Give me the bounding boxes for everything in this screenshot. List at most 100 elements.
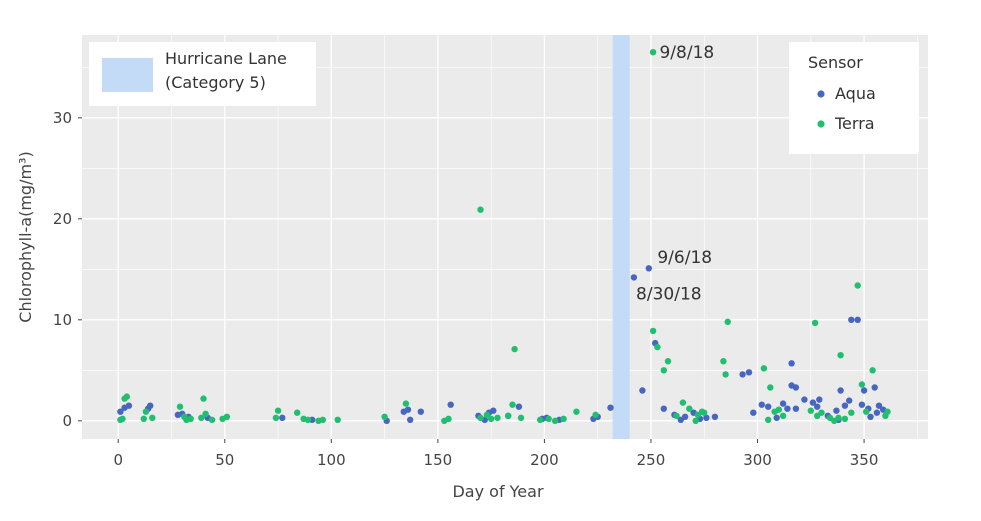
point-aqua — [125, 402, 133, 409]
hurricane-legend-swatch — [102, 58, 153, 92]
point-aqua — [858, 401, 866, 408]
y-tick-labels: 0 10 20 30 — [53, 109, 82, 430]
point-terra — [869, 367, 876, 374]
point-terra — [494, 414, 501, 421]
point-aqua — [809, 399, 817, 406]
point-aqua — [681, 413, 689, 420]
point-terra — [517, 414, 525, 421]
point-aqua — [447, 401, 454, 408]
point-terra — [445, 415, 452, 422]
point-aqua — [703, 414, 710, 421]
point-aqua — [875, 402, 883, 409]
point-terra — [149, 414, 156, 421]
date-annotation: 9/6/18 — [657, 248, 712, 268]
point-aqua — [639, 387, 646, 394]
point-terra — [176, 403, 184, 410]
point-aqua — [846, 397, 853, 404]
point-terra — [649, 49, 657, 56]
point-aqua — [792, 384, 800, 391]
point-terra — [509, 401, 516, 408]
point-terra — [551, 417, 559, 424]
point-terra — [686, 405, 693, 412]
point-aqua — [773, 414, 780, 421]
point-aqua — [860, 387, 868, 394]
x-axis-title: Day of Year — [452, 482, 543, 501]
point-aqua — [801, 396, 808, 403]
point-terra — [807, 407, 814, 414]
point-terra — [334, 416, 341, 423]
y-tick-label: 30 — [53, 109, 72, 127]
point-terra — [775, 406, 782, 413]
point-terra — [477, 414, 484, 421]
point-terra — [724, 318, 731, 325]
point-aqua — [660, 405, 667, 412]
point-terra — [573, 408, 580, 415]
point-terra — [483, 411, 491, 418]
point-terra — [223, 413, 231, 420]
point-terra — [119, 415, 126, 422]
point-terra — [537, 416, 544, 423]
point-aqua — [645, 265, 652, 272]
point-terra — [592, 411, 599, 418]
point-terra — [511, 345, 518, 353]
x-tick-label: 200 — [530, 451, 559, 469]
point-terra — [123, 393, 130, 400]
hurricane-band-layer — [612, 35, 630, 439]
point-terra — [402, 400, 410, 407]
point-terra — [858, 381, 866, 388]
point-terra — [765, 416, 772, 423]
point-aqua — [765, 403, 772, 410]
point-aqua — [711, 413, 719, 420]
point-terra — [304, 416, 312, 423]
point-terra — [505, 412, 512, 419]
point-aqua — [848, 316, 855, 323]
point-terra — [198, 414, 205, 421]
point-terra — [187, 415, 194, 422]
point-aqua — [867, 413, 874, 420]
point-terra — [200, 395, 207, 402]
sensor-legend-background — [789, 42, 919, 154]
point-terra — [319, 416, 326, 423]
point-aqua — [784, 405, 791, 412]
point-terra — [841, 415, 849, 422]
legend-label-aqua: Aqua — [835, 84, 876, 103]
point-terra — [760, 365, 768, 372]
legend-label-terra: Terra — [834, 114, 875, 133]
point-aqua — [147, 402, 154, 409]
point-aqua — [117, 408, 124, 415]
point-aqua — [792, 405, 800, 412]
point-aqua — [607, 404, 614, 411]
x-tick-labels: 0 50 100 150 200 250 300 350 — [113, 439, 878, 469]
point-aqua — [871, 384, 878, 391]
point-terra — [272, 414, 280, 421]
hurricane-legend-label-line2: (Category 5) — [165, 73, 266, 92]
point-terra — [208, 416, 216, 423]
x-tick-label: 250 — [637, 451, 666, 469]
point-terra — [863, 408, 870, 415]
point-aqua — [630, 274, 638, 281]
point-terra — [720, 358, 727, 365]
point-terra — [560, 415, 567, 422]
sensor-legend-box: Sensor Aqua Terra — [789, 42, 919, 154]
point-terra — [140, 415, 147, 422]
point-aqua — [841, 402, 849, 409]
point-aqua — [758, 401, 765, 408]
point-aqua — [490, 407, 497, 414]
sensor-legend-title: Sensor — [808, 53, 863, 72]
point-aqua — [814, 403, 821, 410]
sensor-legend-items: Aqua Terra — [817, 84, 876, 133]
y-axis-title: Chlorophyll-a(mg/m³) — [16, 151, 35, 322]
hurricane-band — [612, 35, 630, 439]
point-terra — [818, 409, 825, 416]
point-terra — [545, 415, 552, 422]
legend-marker-terra — [817, 120, 825, 128]
point-aqua — [407, 416, 414, 423]
point-terra — [811, 319, 819, 327]
point-terra — [692, 417, 699, 424]
point-terra — [664, 358, 672, 365]
hurricane-legend-box: Hurricane Lane (Category 5) — [89, 42, 316, 106]
point-terra — [660, 367, 667, 374]
point-aqua — [417, 408, 424, 415]
point-aqua — [739, 371, 746, 378]
point-aqua — [515, 403, 523, 410]
